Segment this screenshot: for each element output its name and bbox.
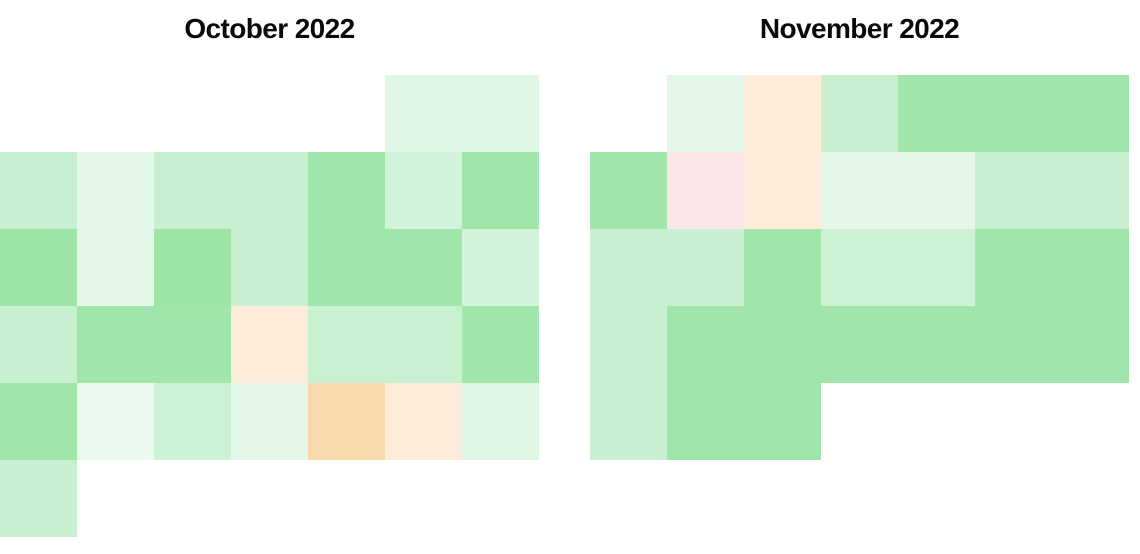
heatmap-cell[interactable] — [77, 383, 154, 460]
month-october: October 2022 — [0, 0, 539, 554]
month-november: November 2022 — [590, 0, 1129, 554]
heatmap-cell[interactable] — [0, 383, 77, 460]
heatmap-cell[interactable] — [975, 306, 1052, 383]
heatmap-cell[interactable] — [231, 152, 308, 229]
heatmap-cell[interactable] — [154, 306, 231, 383]
heatmap-cell[interactable] — [77, 229, 154, 306]
heatmap-cell[interactable] — [462, 229, 539, 306]
heatmap-cell[interactable] — [77, 306, 154, 383]
heatmap-cell[interactable] — [231, 229, 308, 306]
heatmap-cell[interactable] — [898, 306, 975, 383]
heatmap-cell[interactable] — [898, 152, 975, 229]
month-title-november: November 2022 — [759, 13, 960, 44]
heatmap-cell[interactable] — [975, 75, 1052, 152]
heatmap-grid-november — [590, 75, 1129, 537]
heatmap-cell[interactable] — [0, 306, 77, 383]
heatmap-cell[interactable] — [0, 229, 77, 306]
heatmap-cell[interactable] — [154, 229, 231, 306]
heatmap-cell[interactable] — [308, 152, 385, 229]
heatmap-cell[interactable] — [590, 152, 667, 229]
heatmap-cell[interactable] — [590, 229, 667, 306]
heatmap-cell[interactable] — [821, 75, 898, 152]
heatmap-cell[interactable] — [744, 75, 821, 152]
heatmap-cell[interactable] — [462, 306, 539, 383]
heatmap-cell[interactable] — [667, 75, 744, 152]
heatmap-cell[interactable] — [0, 152, 77, 229]
heatmap-cell[interactable] — [385, 229, 462, 306]
heatmap-cell[interactable] — [821, 229, 898, 306]
heatmap-cell[interactable] — [744, 229, 821, 306]
heatmap-cell[interactable] — [667, 229, 744, 306]
heatmap-cell[interactable] — [462, 75, 539, 152]
heatmap-cell[interactable] — [975, 229, 1052, 306]
heatmap-cell[interactable] — [975, 152, 1052, 229]
heatmap-cell[interactable] — [231, 383, 308, 460]
heatmap-cell[interactable] — [385, 383, 462, 460]
heatmap-cell[interactable] — [1052, 75, 1129, 152]
heatmap-cell[interactable] — [821, 306, 898, 383]
heatmap-cell[interactable] — [308, 229, 385, 306]
heatmap-cell[interactable] — [821, 152, 898, 229]
heatmap-cell[interactable] — [898, 229, 975, 306]
heatmap-cell[interactable] — [1052, 229, 1129, 306]
heatmap-cell[interactable] — [590, 383, 667, 460]
heatmap-cell[interactable] — [154, 383, 231, 460]
heatmap-cell[interactable] — [744, 383, 821, 460]
heatmap-grid-october — [0, 75, 539, 537]
heatmap-cell[interactable] — [667, 152, 744, 229]
heatmap-cell[interactable] — [462, 152, 539, 229]
heatmap-cell[interactable] — [385, 75, 462, 152]
heatmap-cell[interactable] — [385, 306, 462, 383]
heatmap-cell[interactable] — [744, 306, 821, 383]
heatmap-cell[interactable] — [77, 152, 154, 229]
heatmap-cell[interactable] — [898, 75, 975, 152]
heatmap-cell[interactable] — [667, 306, 744, 383]
heatmap-cell[interactable] — [231, 306, 308, 383]
heatmap-cell[interactable] — [462, 383, 539, 460]
heatmap-cell[interactable] — [0, 460, 77, 537]
heatmap-cell[interactable] — [744, 152, 821, 229]
heatmap-cell[interactable] — [1052, 306, 1129, 383]
heatmap-cell[interactable] — [385, 152, 462, 229]
month-title-october: October 2022 — [184, 13, 355, 44]
heatmap-cell[interactable] — [1052, 152, 1129, 229]
heatmap-cell[interactable] — [154, 152, 231, 229]
heatmap-cell[interactable] — [667, 383, 744, 460]
heatmap-cell[interactable] — [590, 306, 667, 383]
heatmap-cell[interactable] — [308, 306, 385, 383]
heatmap-cell[interactable] — [308, 383, 385, 460]
